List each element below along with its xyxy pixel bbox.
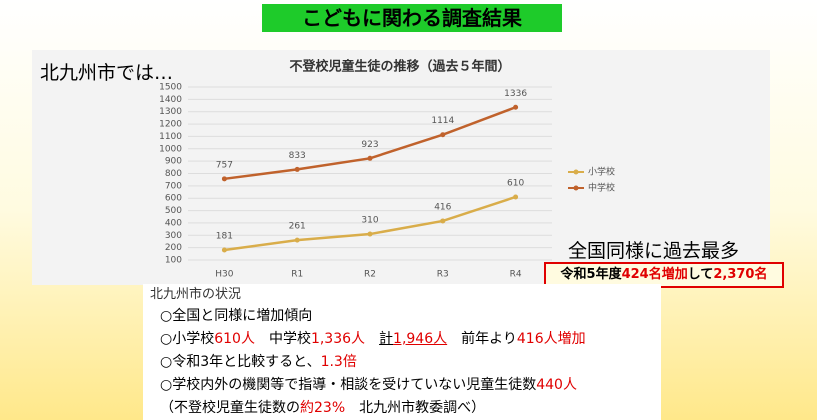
data-label: 261 [289,222,306,232]
status-text: 計 [379,331,394,347]
notice-box: 令和5年度424名増加して2,370名 [544,262,784,288]
status-text: 1,946人 [393,331,448,347]
x-tick-label: R4 [510,270,522,280]
data-label: 833 [289,151,306,161]
highlight-text: 全国同様に過去最多 [568,240,740,262]
x-tick-label: R2 [364,270,376,280]
legend-dot [573,185,579,191]
status-text: 440人 [536,377,577,393]
legend-label: 中学校 [588,182,615,194]
status-heading: 北九州市の状況 [150,287,242,302]
status-text: 416人増加 [516,331,586,347]
status-text [365,331,379,347]
data-label: 923 [361,140,378,150]
y-tick-label: 600 [165,194,182,204]
notice-text: 令和5年度 [560,267,622,282]
y-tick-label: 300 [165,231,182,241]
status-line: ○学校内外の機関等で指導・相談を受けていない児童生徒数440人 [160,374,577,394]
legend-dot [573,169,579,175]
y-tick-label: 100 [165,256,182,266]
status-line: （不登校児童生徒数の約23% 北九州市教委調べ） [160,397,485,417]
x-tick-label: H30 [215,270,233,280]
chart-title: 不登校児童生徒の推移（過去５年間） [289,59,510,75]
status-panel [143,284,661,420]
x-tick-label: R1 [291,270,303,280]
status-text: 北九州市教委調べ） [345,400,486,416]
point [440,218,446,224]
chart-panel [32,50,770,285]
data-label: 181 [216,231,233,241]
y-tick-label: 200 [165,243,182,253]
y-tick-label: 1000 [159,144,182,154]
status-line: ○令和3年と比較すると、1.3倍 [160,351,357,371]
y-tick-label: 900 [165,157,182,167]
status-line: ○小学校610人 中学校1,336人 計1,946人 前年より416人増加 [160,328,586,348]
point [513,194,519,200]
point [221,176,227,182]
status-text: 1,336人 [310,331,366,347]
status-text: 約23% [300,400,346,416]
y-tick-label: 1400 [159,95,182,105]
point [367,231,373,237]
x-tick-label: R3 [437,270,449,280]
y-tick-label: 1300 [159,107,182,117]
status-text: ○学校内外の機関等で指導・相談を受けていない児童生徒数 [160,377,537,393]
point [440,132,446,138]
status-text: ○全国と同様に増加傾向 [160,308,313,324]
y-tick-label: 700 [165,181,182,191]
point [513,104,519,110]
status-text: ○小学校 [160,331,215,347]
status-line: ○全国と同様に増加傾向 [160,305,312,325]
point [294,166,300,172]
status-text: 1.3倍 [320,354,357,370]
notice-text: して [687,267,714,282]
y-tick-label: 500 [165,206,182,216]
data-label: 416 [434,202,451,212]
data-label: 1336 [504,89,527,99]
slide-title: こどもに関わる調査結果 [262,4,562,32]
status-text: 中学校 [254,331,311,347]
y-tick-label: 400 [165,218,182,228]
y-tick-label: 800 [165,169,182,179]
y-tick-label: 1100 [159,132,182,142]
data-label: 310 [361,216,378,226]
point [221,247,227,253]
notice-text: 424名増加 [621,267,688,282]
legend-label: 小学校 [588,166,615,178]
data-label: 1114 [431,116,454,126]
lead-text: 北九州市では… [40,62,174,84]
y-tick-label: 1500 [159,83,182,93]
data-label: 610 [507,178,524,188]
status-text: 前年より [447,331,517,347]
point [367,155,373,161]
status-text: 610人 [214,331,255,347]
data-label: 757 [216,160,233,170]
notice-text: 2,370名 [713,267,768,282]
y-tick-label: 1200 [159,120,182,130]
point [294,237,300,243]
status-text: （不登校児童生徒数の [160,400,300,416]
status-text: ○令和3年と比較すると、 [160,354,321,370]
